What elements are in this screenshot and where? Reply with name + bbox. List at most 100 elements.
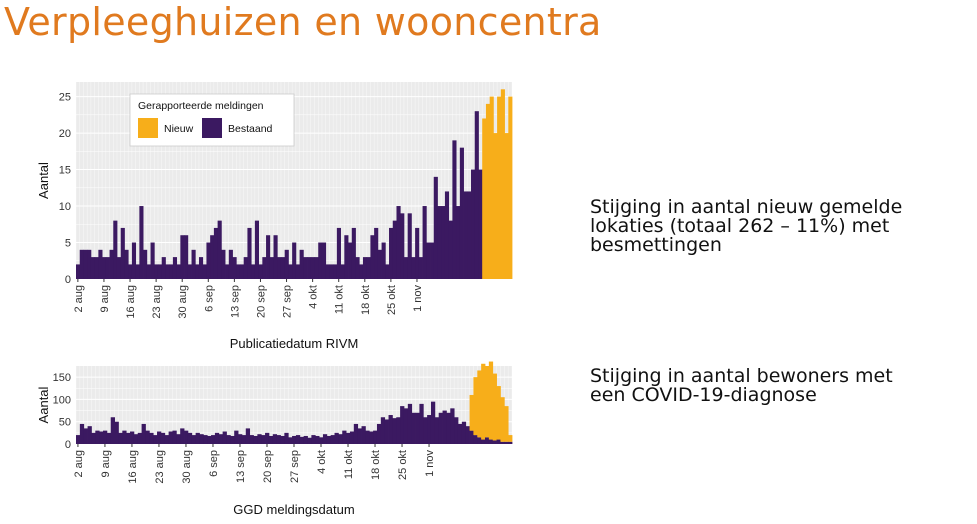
bar-bestaand	[400, 406, 405, 444]
bar-bestaand	[303, 257, 308, 279]
bar-bestaand	[268, 435, 274, 444]
y-tick-label: 10	[59, 201, 71, 213]
bar-bestaand	[344, 235, 349, 279]
bar-nieuw	[485, 103, 491, 279]
x-tick-label: 4 okt	[316, 450, 328, 474]
chart-2-svg: 0 50 100 150 2 aug 9 aug 16 aug 23 aug 30 aug 6 s…	[36, 360, 516, 520]
bar-bestaand	[325, 264, 330, 279]
y-tick-label: 50	[59, 417, 71, 429]
bar-bestaand	[381, 242, 386, 279]
bar-bestaand	[113, 220, 118, 279]
x-tick-label: 2 aug	[73, 450, 85, 478]
x-tick-label: 23 aug	[151, 285, 163, 319]
bar-bestaand	[154, 264, 159, 279]
x-tick-label: 6 sep	[203, 285, 215, 312]
legend-swatch-nieuw	[138, 118, 158, 138]
bar-bestaand	[340, 264, 345, 279]
bar-bestaand	[359, 264, 364, 279]
bar-bestaand	[403, 408, 409, 444]
bar-bestaand	[172, 257, 178, 279]
bar-bestaand	[461, 421, 467, 444]
bar-bestaand	[392, 418, 397, 444]
bar-bestaand	[266, 235, 271, 279]
bar-bestaand	[426, 242, 431, 279]
chart-ggd-meldingsdatum: 0 50 100 150 2 aug 9 aug 16 aug 23 aug 30 aug 6 s…	[36, 360, 516, 520]
bar-nieuw	[508, 435, 513, 442]
bar-bestaand	[91, 432, 96, 444]
bar-bestaand	[120, 227, 125, 279]
x-tick-label: 25 okt	[397, 450, 409, 480]
bar-bestaand	[454, 417, 459, 444]
bar-bestaand	[146, 264, 151, 279]
bar-nieuw	[481, 363, 486, 440]
bar-nieuw	[492, 373, 497, 441]
bar-bestaand	[384, 419, 389, 444]
bar-bestaand	[496, 439, 501, 444]
bar-bestaand	[165, 264, 170, 279]
bar-bestaand	[116, 257, 122, 279]
bar-bestaand	[467, 191, 472, 279]
y-tick-label: 0	[65, 439, 71, 451]
bar-bestaand	[143, 249, 148, 279]
bar-bestaand	[203, 435, 208, 444]
bar-bestaand	[355, 257, 360, 279]
bar-nieuw	[482, 118, 487, 279]
x-tick-label: 30 aug	[177, 285, 189, 319]
bar-bestaand	[334, 432, 339, 444]
bar-nieuw	[473, 377, 478, 436]
bar-bestaand	[210, 235, 215, 279]
bar-bestaand	[139, 206, 144, 279]
bar-nieuw	[493, 133, 498, 279]
bar-bestaand	[388, 415, 393, 444]
bar-bestaand	[465, 426, 470, 444]
bar-nieuw	[489, 96, 494, 279]
bar-bestaand	[419, 403, 424, 444]
note-line: een COVID-19-diagnose	[590, 384, 817, 406]
note-line: besmettingen	[590, 234, 722, 256]
x-tick-label: 18 okt	[370, 450, 382, 480]
bar-bestaand	[145, 430, 150, 444]
x-tick-label: 4 okt	[308, 285, 320, 309]
bar-nieuw	[504, 406, 509, 442]
bar-bestaand	[385, 264, 390, 279]
bar-bestaand	[153, 435, 158, 444]
bar-bestaand	[176, 264, 181, 279]
bar-bestaand	[400, 213, 405, 279]
bar-bestaand	[473, 435, 478, 444]
bar-bestaand	[213, 227, 219, 279]
bar-bestaand	[141, 423, 146, 444]
bar-bestaand	[247, 227, 252, 279]
bar-nieuw	[496, 386, 501, 440]
bar-bestaand	[79, 423, 85, 444]
x-tick-label: 13 sep	[235, 450, 247, 483]
bar-bestaand	[415, 412, 420, 444]
bar-bestaand	[128, 264, 133, 279]
bar-bestaand	[191, 249, 196, 279]
bar-bestaand	[160, 432, 166, 444]
bar-bestaand	[184, 235, 189, 279]
bar-nieuw	[500, 89, 505, 279]
y-tick-label: 15	[59, 165, 71, 177]
bar-bestaand	[169, 264, 174, 279]
bar-bestaand	[265, 432, 270, 444]
bar-bestaand	[161, 257, 166, 279]
x-tick-label: 9 aug	[99, 285, 111, 313]
bar-bestaand	[362, 257, 368, 279]
bar-bestaand	[280, 435, 285, 444]
bar-bestaand	[396, 417, 401, 444]
bar-bestaand	[484, 437, 490, 444]
bar-bestaand	[373, 430, 378, 444]
bar-bestaand	[366, 257, 371, 279]
bar-bestaand	[180, 428, 185, 444]
x-tick-label: 20 sep	[255, 285, 267, 318]
bar-bestaand	[211, 435, 216, 444]
bar-bestaand	[198, 257, 204, 279]
bar-bestaand	[157, 431, 162, 444]
note-bewoners-diagnose: Stijging in aantal bewoners met een COVI…	[590, 367, 893, 405]
x-tick-label: 1 nov	[424, 450, 436, 477]
bar-bestaand	[226, 435, 231, 444]
bar-bestaand	[423, 417, 428, 444]
bar-bestaand	[214, 432, 220, 444]
bar-bestaand	[481, 439, 486, 444]
bar-bestaand	[314, 257, 319, 279]
